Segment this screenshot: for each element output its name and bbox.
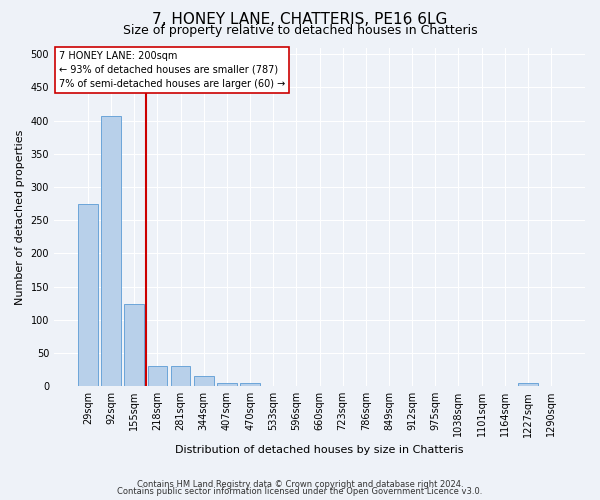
Bar [518,383,538,386]
Bar [78,204,98,386]
Bar [217,383,237,386]
Bar [101,116,121,386]
Bar [240,383,260,386]
Bar [148,366,167,386]
Text: 7, HONEY LANE, CHATTERIS, PE16 6LG: 7, HONEY LANE, CHATTERIS, PE16 6LG [152,12,448,28]
Bar [171,366,190,386]
Text: Size of property relative to detached houses in Chatteris: Size of property relative to detached ho… [122,24,478,37]
Text: Contains public sector information licensed under the Open Government Licence v3: Contains public sector information licen… [118,487,482,496]
Bar [194,376,214,386]
Y-axis label: Number of detached properties: Number of detached properties [15,129,25,304]
Text: 7 HONEY LANE: 200sqm
← 93% of detached houses are smaller (787)
7% of semi-detac: 7 HONEY LANE: 200sqm ← 93% of detached h… [59,51,286,89]
Bar [124,304,144,386]
X-axis label: Distribution of detached houses by size in Chatteris: Distribution of detached houses by size … [175,445,464,455]
Text: Contains HM Land Registry data © Crown copyright and database right 2024.: Contains HM Land Registry data © Crown c… [137,480,463,489]
